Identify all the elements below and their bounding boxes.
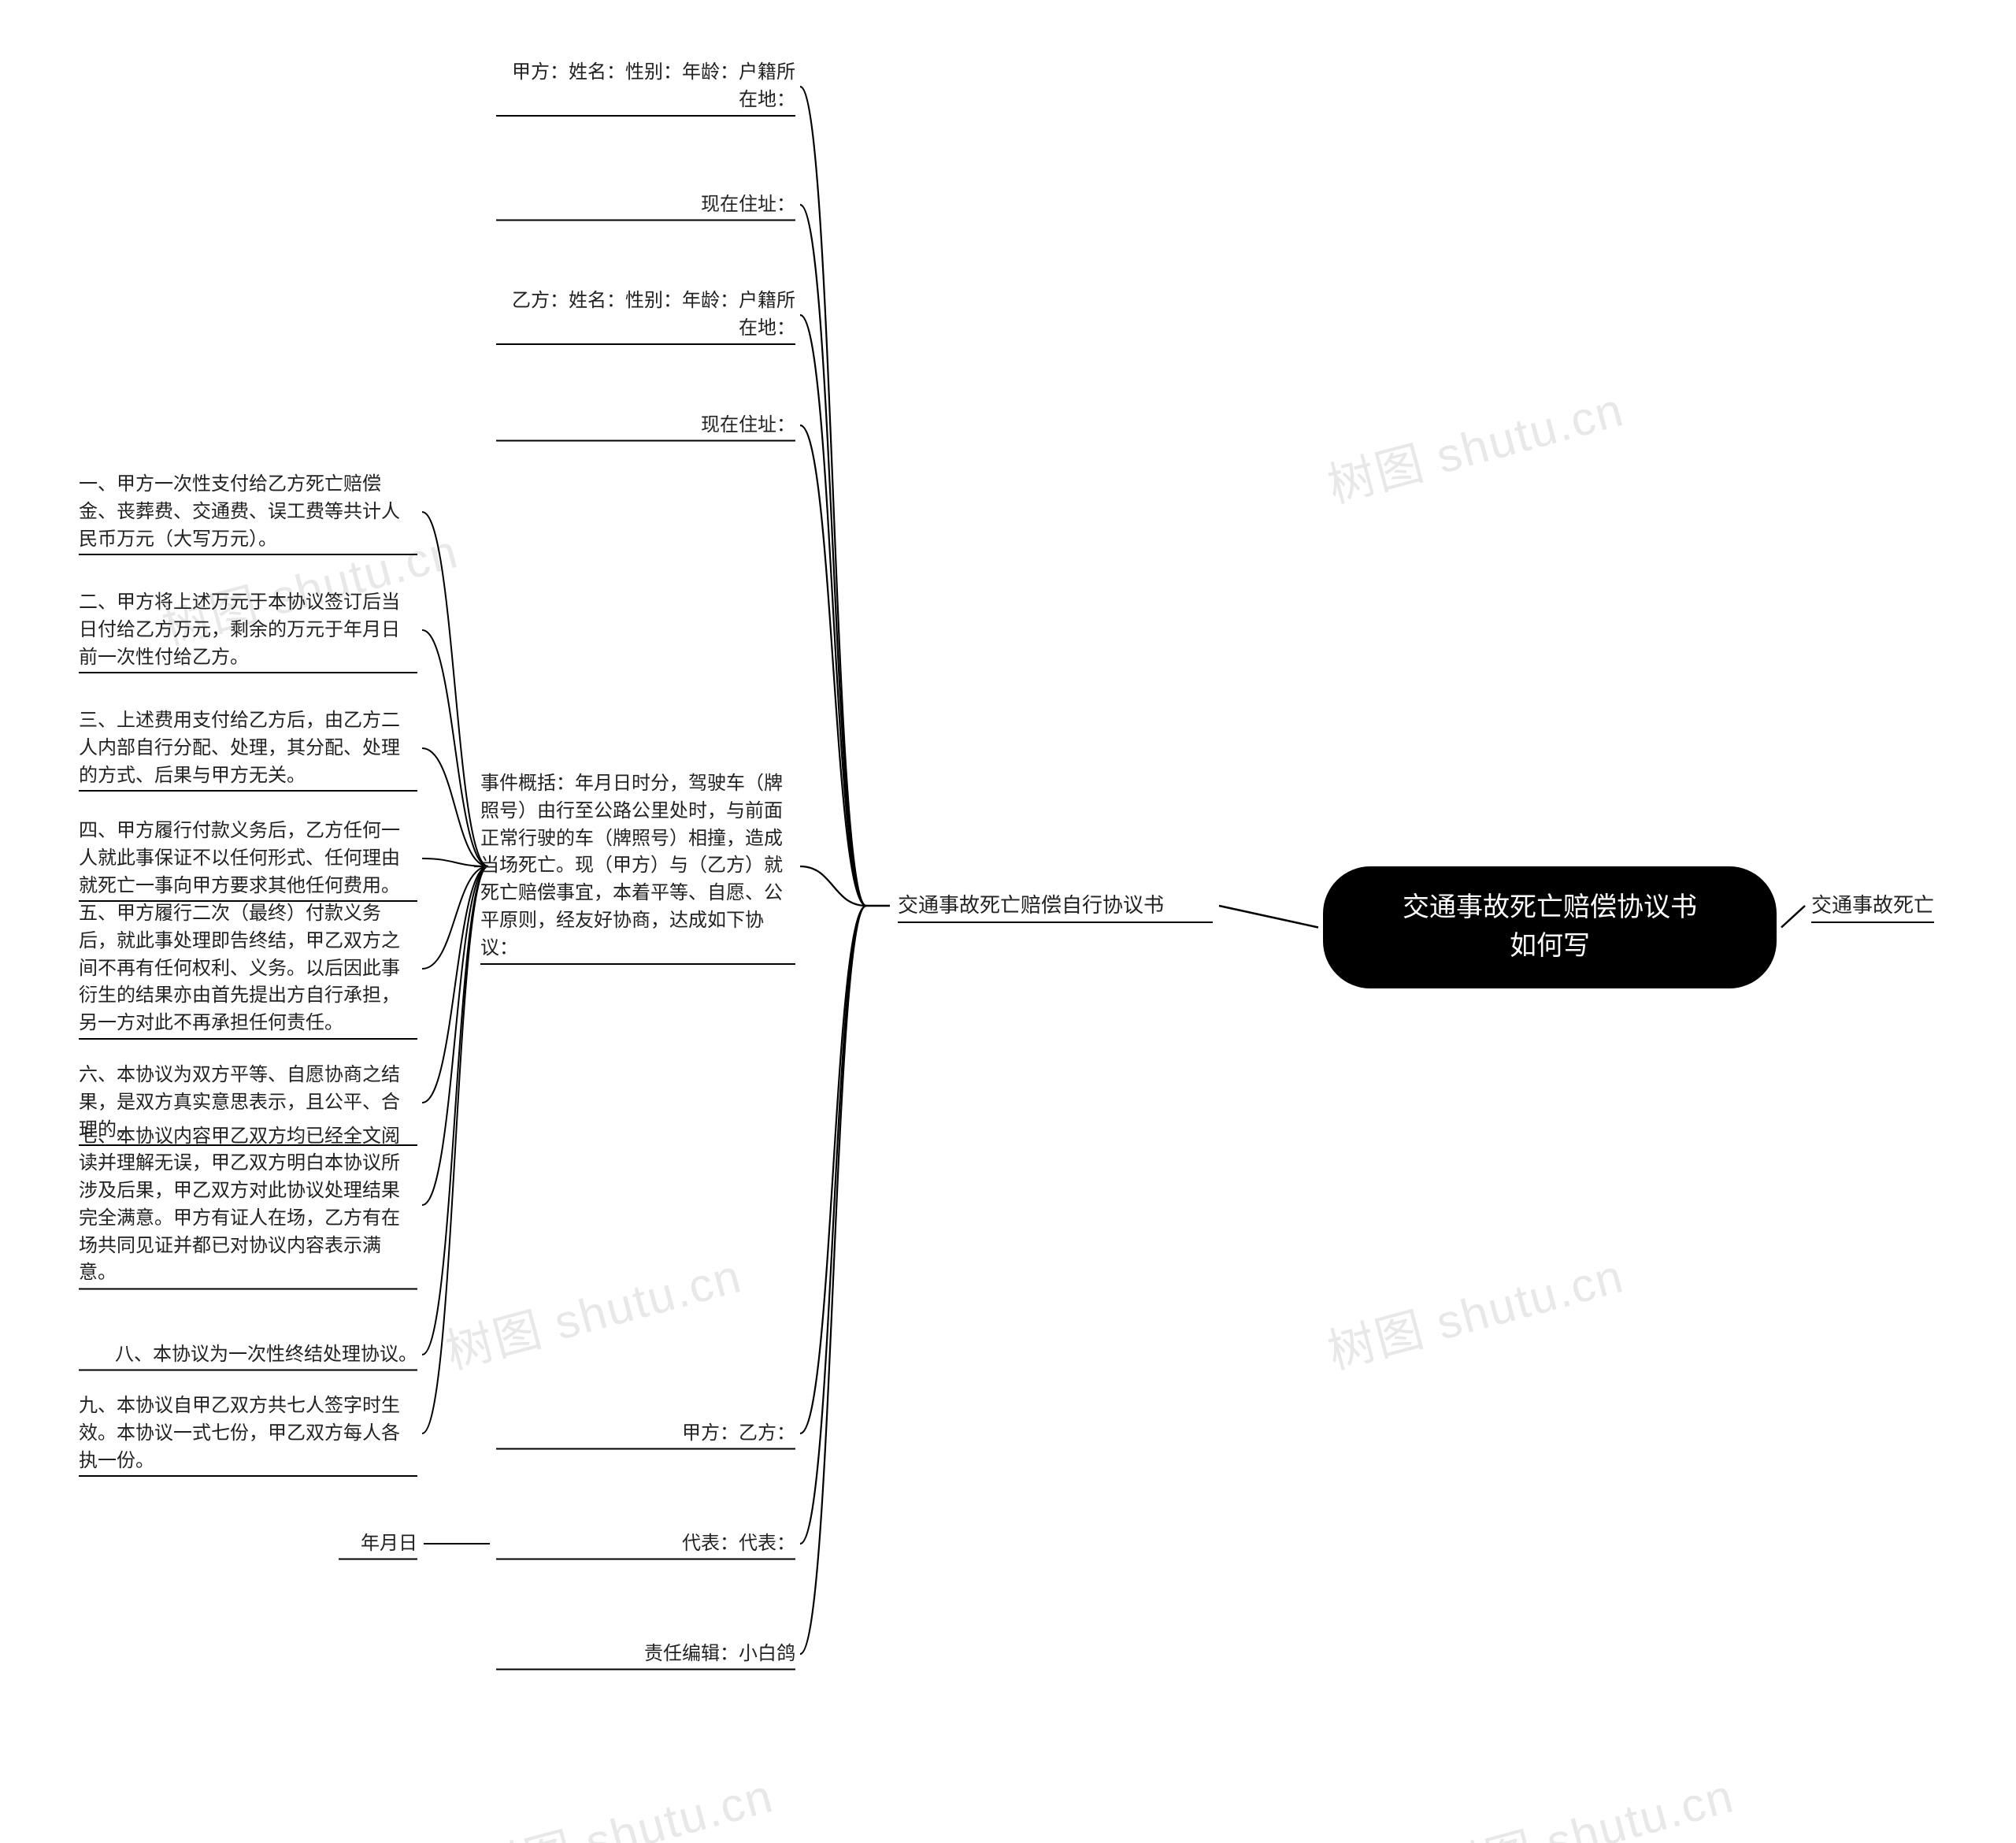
watermark: 树图 shutu.cn [1319,1238,1630,1383]
root-line1: 交通事故死亡赔偿协议书 [1361,888,1739,927]
l3-date: 年月日 [339,1530,417,1558]
watermark: 树图 shutu.cn [437,1238,748,1383]
l2-party-a-info: 甲方：姓名：性别：年龄：户籍所在地： [496,59,795,114]
l3-clause-4: 四、甲方履行付款义务后，乙方任何一人就此事保证不以任何形式、任何理由就死亡一事向… [79,818,417,899]
l3-clause-1: 一、甲方一次性支付给乙方死亡赔偿金、丧葬费、交通费、误工费等共计人民币万元（大写… [79,471,417,553]
branch-left: 交通事故死亡赔偿自行协议书 [898,891,1213,921]
root-line2: 如何写 [1361,927,1739,966]
l2-parties-sign: 甲方：乙方： [496,1420,795,1448]
l3-clause-3: 三、上述费用支付给乙方后，由乙方二人内部自行分配、处理，其分配、处理的方式、后果… [79,707,417,789]
l2-party-b-info: 乙方：姓名：性别：年龄：户籍所在地： [496,287,795,343]
l3-clause-5: 五、甲方履行二次（最终）付款义务后，就此事处理即告终结，甲乙双方之间不再有任何权… [79,900,417,1037]
branch-right: 交通事故死亡 [1811,891,1934,921]
watermark: 树图 shutu.cn [1319,372,1630,517]
l3-clause-2: 二、甲方将上述万元于本协议签订后当日付给乙方万元，剩余的万元于年月日前一次性付给… [79,589,417,671]
l2-event-summary: 事件概括：年月日时分，驾驶车（牌照号）由行至公路公里处时，与前面正常行驶的车（牌… [480,770,795,962]
l3-clause-9: 九、本协议自甲乙双方共七人签字时生效。本协议一式七份，甲乙双方每人各执一份。 [79,1392,417,1474]
watermark: 树图 shutu.cn [1429,1758,1740,1843]
l2-address-a: 现在住址： [496,191,795,219]
root-node: 交通事故死亡赔偿协议书 如何写 [1323,866,1777,988]
l3-clause-8: 八、本协议为一次性终结处理协议。 [79,1341,417,1369]
l3-clause-7: 七、本协议内容甲乙双方均已经全文阅读并理解无误，甲乙双方明白本协议所涉及后果，甲… [79,1123,417,1288]
diagram-canvas: 树图 shutu.cn 树图 shutu.cn 树图 shutu.cn 树图 s… [0,0,2016,1843]
l2-address-b: 现在住址： [496,412,795,439]
l2-representatives: 代表：代表： [496,1530,795,1558]
l2-editor: 责任编辑：小白鸽 [496,1641,795,1668]
watermark: 树图 shutu.cn [469,1758,780,1843]
